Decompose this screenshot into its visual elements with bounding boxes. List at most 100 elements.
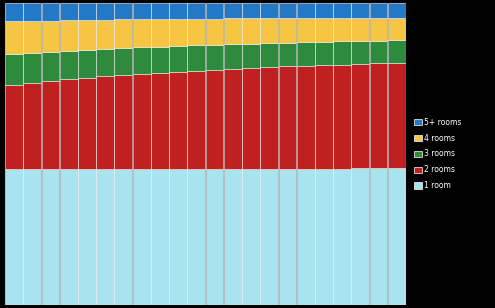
Bar: [188, 169, 205, 305]
Bar: [42, 81, 59, 169]
Bar: [333, 41, 351, 65]
Legend: 5+ rooms, 4 rooms, 3 rooms, 2 rooms, 1 room: 5+ rooms, 4 rooms, 3 rooms, 2 rooms, 1 r…: [414, 117, 462, 191]
Bar: [297, 169, 315, 305]
Bar: [351, 18, 369, 41]
Bar: [351, 64, 369, 168]
Bar: [279, 43, 297, 67]
Bar: [5, 3, 23, 21]
Bar: [78, 169, 96, 305]
Bar: [5, 169, 23, 305]
Bar: [297, 42, 315, 66]
Bar: [78, 3, 96, 20]
Bar: [224, 44, 242, 69]
Bar: [224, 169, 242, 305]
Bar: [205, 45, 223, 70]
Bar: [260, 3, 278, 18]
Bar: [60, 79, 78, 169]
Bar: [388, 40, 406, 63]
Bar: [78, 20, 96, 50]
Bar: [315, 42, 333, 65]
Bar: [114, 75, 132, 169]
Bar: [114, 19, 132, 48]
Bar: [388, 3, 406, 18]
Bar: [169, 169, 187, 305]
Bar: [224, 3, 242, 18]
Bar: [133, 74, 150, 169]
Bar: [96, 76, 114, 169]
Bar: [96, 3, 114, 20]
Bar: [23, 53, 41, 83]
Bar: [260, 169, 278, 305]
Bar: [114, 3, 132, 19]
Bar: [23, 21, 41, 53]
Bar: [370, 168, 388, 305]
Bar: [133, 169, 150, 305]
Bar: [333, 3, 351, 18]
Bar: [23, 83, 41, 169]
Bar: [188, 71, 205, 169]
Bar: [42, 3, 59, 21]
Bar: [279, 3, 297, 18]
Bar: [260, 18, 278, 43]
Bar: [333, 65, 351, 169]
Bar: [151, 47, 169, 72]
Bar: [279, 67, 297, 169]
Bar: [5, 21, 23, 55]
Bar: [188, 3, 205, 19]
Bar: [151, 169, 169, 305]
Bar: [351, 3, 369, 18]
Bar: [333, 169, 351, 305]
Bar: [315, 65, 333, 169]
Bar: [96, 169, 114, 305]
Bar: [60, 51, 78, 79]
Bar: [205, 70, 223, 169]
Bar: [169, 46, 187, 71]
Bar: [370, 18, 388, 41]
Bar: [188, 19, 205, 45]
Bar: [151, 72, 169, 169]
Bar: [297, 3, 315, 18]
Bar: [370, 3, 388, 18]
Bar: [260, 67, 278, 169]
Bar: [279, 18, 297, 43]
Bar: [114, 48, 132, 75]
Bar: [96, 49, 114, 76]
Bar: [205, 3, 223, 19]
Bar: [370, 41, 388, 63]
Bar: [297, 66, 315, 169]
Bar: [315, 169, 333, 305]
Bar: [351, 168, 369, 305]
Bar: [315, 3, 333, 18]
Bar: [5, 85, 23, 169]
Bar: [42, 21, 59, 52]
Bar: [297, 18, 315, 42]
Bar: [60, 169, 78, 305]
Bar: [188, 45, 205, 71]
Bar: [351, 41, 369, 64]
Bar: [42, 169, 59, 305]
Bar: [96, 20, 114, 49]
Bar: [151, 19, 169, 47]
Bar: [5, 55, 23, 85]
Bar: [42, 52, 59, 81]
Bar: [23, 169, 41, 305]
Bar: [78, 78, 96, 169]
Bar: [370, 63, 388, 168]
Bar: [388, 168, 406, 305]
Bar: [205, 19, 223, 45]
Bar: [260, 43, 278, 67]
Bar: [169, 3, 187, 19]
Bar: [23, 3, 41, 21]
Bar: [60, 3, 78, 20]
Bar: [169, 19, 187, 46]
Bar: [78, 50, 96, 78]
Bar: [133, 19, 150, 47]
Bar: [224, 18, 242, 44]
Bar: [279, 169, 297, 305]
Bar: [388, 63, 406, 168]
Bar: [333, 18, 351, 41]
Bar: [133, 3, 150, 19]
Bar: [315, 18, 333, 42]
Bar: [151, 3, 169, 19]
Bar: [242, 3, 260, 18]
